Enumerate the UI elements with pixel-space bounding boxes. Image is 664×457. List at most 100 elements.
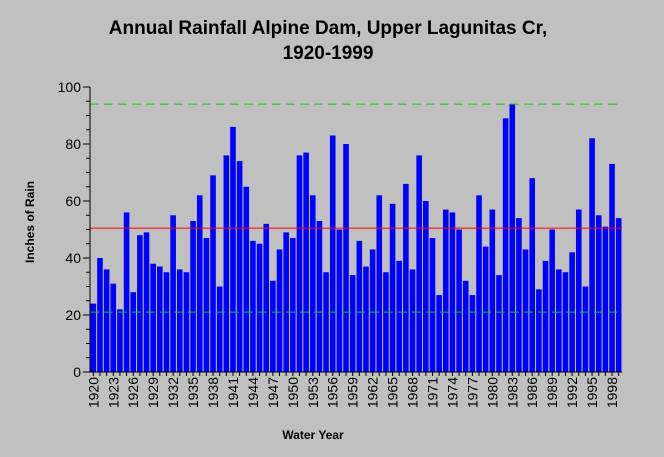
x-tick-label: 1998 (604, 377, 620, 408)
bar-1970 (423, 201, 429, 372)
bar-1968 (409, 269, 416, 372)
bar-1959 (349, 275, 356, 372)
bar-1975 (456, 229, 462, 372)
x-tick-label: 1980 (484, 377, 500, 408)
bar-1993 (575, 209, 582, 372)
bar-1948 (276, 249, 283, 372)
x-tick-label: 1947 (265, 377, 281, 408)
bar-1946 (263, 223, 270, 372)
bar-1939 (216, 286, 223, 372)
bar-1956 (329, 135, 336, 372)
bar-1977 (469, 295, 476, 372)
bar-1933 (176, 269, 183, 372)
x-tick-label: 1953 (305, 377, 321, 408)
bar-1983 (509, 104, 516, 372)
x-tick-label: 1944 (245, 377, 261, 408)
y-axis-label: Inches of Rain (23, 181, 37, 263)
bar-1931 (163, 272, 170, 372)
x-tick-label: 1959 (345, 377, 361, 408)
bar-1997 (602, 226, 609, 372)
x-tick-label: 1923 (105, 377, 121, 408)
bar-1996 (595, 215, 602, 372)
bar-1961 (363, 266, 369, 372)
bar-1972 (436, 295, 442, 372)
bar-1964 (383, 272, 389, 372)
bar-1945 (256, 243, 263, 372)
bar-1954 (316, 220, 323, 372)
bar-1942 (236, 161, 243, 372)
bar-1958 (343, 144, 349, 372)
bar-1947 (270, 280, 276, 372)
bar-1998 (609, 163, 615, 372)
bar-1981 (496, 275, 502, 372)
bar-1967 (403, 183, 409, 372)
x-axis-label: Water Year (282, 428, 344, 442)
bar-1952 (303, 152, 309, 372)
bar-1980 (489, 209, 496, 372)
bar-1935 (190, 220, 196, 372)
x-tick-label: 1929 (145, 377, 161, 408)
chart-title-line1: Annual Rainfall Alpine Dam, Upper Laguni… (109, 18, 547, 39)
bar-1937 (203, 238, 210, 372)
bar-1940 (223, 155, 230, 372)
bar-1930 (157, 266, 163, 372)
x-tick-label: 1992 (564, 377, 580, 408)
chart-title-line2: 1920-1999 (283, 43, 374, 64)
x-tick-label: 1941 (225, 377, 241, 408)
x-tick-label: 1932 (165, 377, 181, 408)
bar-1926 (130, 292, 137, 372)
bar-1985 (522, 249, 529, 372)
bar-1974 (449, 212, 456, 372)
bar-1953 (309, 195, 316, 372)
bar-1928 (143, 232, 150, 372)
bar-1989 (549, 229, 555, 372)
y-tick-label: 20 (65, 307, 81, 323)
plot-background (90, 87, 622, 372)
bar-1955 (323, 272, 329, 372)
x-tick-label: 1983 (504, 377, 520, 408)
y-tick-label: 100 (58, 79, 82, 95)
bar-1999 (615, 218, 622, 372)
bar-1957 (336, 229, 343, 372)
bar-1969 (416, 155, 422, 372)
bar-1995 (589, 138, 595, 372)
bar-1927 (137, 235, 143, 372)
plot-area: 0 20 40 60 80 100 1920 1923 1926 1929 1932 1935 1938… (58, 79, 622, 408)
x-tick-label: 1962 (365, 377, 381, 408)
bar-1951 (296, 155, 303, 372)
bar-1929 (150, 263, 156, 372)
x-tick-label: 1920 (85, 377, 101, 408)
x-tick-label: 1986 (524, 377, 540, 408)
bar-1962 (369, 249, 376, 372)
y-tick-label: 60 (65, 193, 81, 209)
x-tick-label: 1950 (285, 377, 301, 408)
bar-1924 (117, 309, 123, 372)
bar-1988 (542, 260, 549, 372)
bar-1932 (170, 215, 176, 372)
x-tick-label: 1938 (205, 377, 221, 408)
bar-1986 (529, 178, 536, 372)
bar-1925 (123, 212, 130, 372)
x-tick-label: 1971 (424, 377, 440, 408)
bar-1979 (482, 246, 489, 372)
bar-1922 (103, 269, 110, 372)
bar-1976 (462, 280, 469, 372)
bar-1966 (396, 260, 403, 372)
bar-1991 (562, 272, 569, 372)
bar-1960 (356, 240, 363, 372)
x-tick-label: 1956 (325, 377, 341, 408)
x-tick-label: 1995 (584, 377, 600, 408)
bar-1973 (442, 209, 449, 372)
bar-1982 (502, 118, 509, 372)
x-tick-label: 1977 (464, 377, 480, 408)
x-tick-label: 1974 (444, 377, 460, 408)
bar-1943 (243, 186, 250, 372)
bar-1963 (376, 195, 383, 372)
bar-1984 (516, 218, 522, 372)
bar-1938 (210, 175, 216, 372)
bar-1990 (556, 269, 562, 372)
x-tick-label: 1965 (385, 377, 401, 408)
bar-1987 (536, 289, 542, 372)
bar-1944 (250, 240, 256, 372)
